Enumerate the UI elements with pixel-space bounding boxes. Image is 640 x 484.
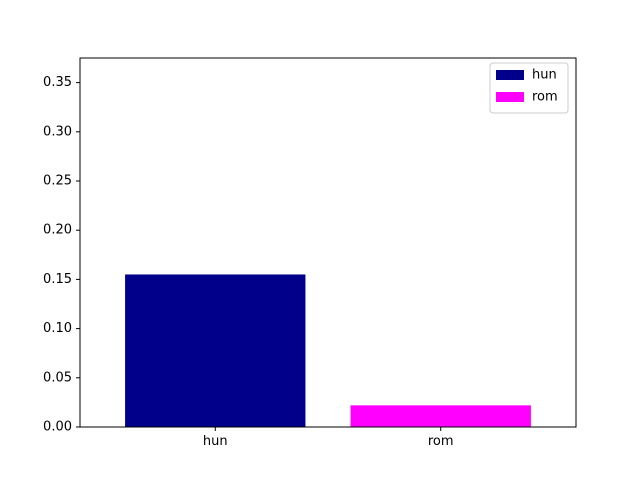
legend-label-rom: rom: [532, 90, 558, 105]
legend-label-hun: hun: [532, 68, 557, 83]
legend-swatch-hun: [496, 70, 524, 80]
bars-layer: [125, 274, 531, 427]
y-tick-label: 0.30: [43, 124, 72, 139]
y-tick-label: 0.15: [43, 272, 72, 287]
plot-area-frame: [79, 57, 577, 428]
y-tick-label: 0.10: [43, 321, 72, 336]
legend-swatch-rom: [496, 92, 524, 102]
legend: hun rom: [489, 62, 569, 114]
y-tick-label: 0.25: [43, 174, 72, 189]
bar-hun: [125, 274, 306, 427]
x-tick-label: hun: [203, 434, 228, 449]
y-tick-label: 0.35: [43, 75, 72, 90]
x-axis: hun rom: [203, 427, 454, 449]
y-tick-label: 0.05: [43, 370, 72, 385]
bar-rom: [350, 405, 531, 427]
x-tick-label: rom: [428, 434, 454, 449]
y-tick-label: 0.00: [43, 420, 72, 435]
y-tick-label: 0.20: [43, 223, 72, 238]
y-axis: 0.00 0.05 0.10 0.15 0.20 0.25 0.30 0.35: [43, 75, 80, 435]
